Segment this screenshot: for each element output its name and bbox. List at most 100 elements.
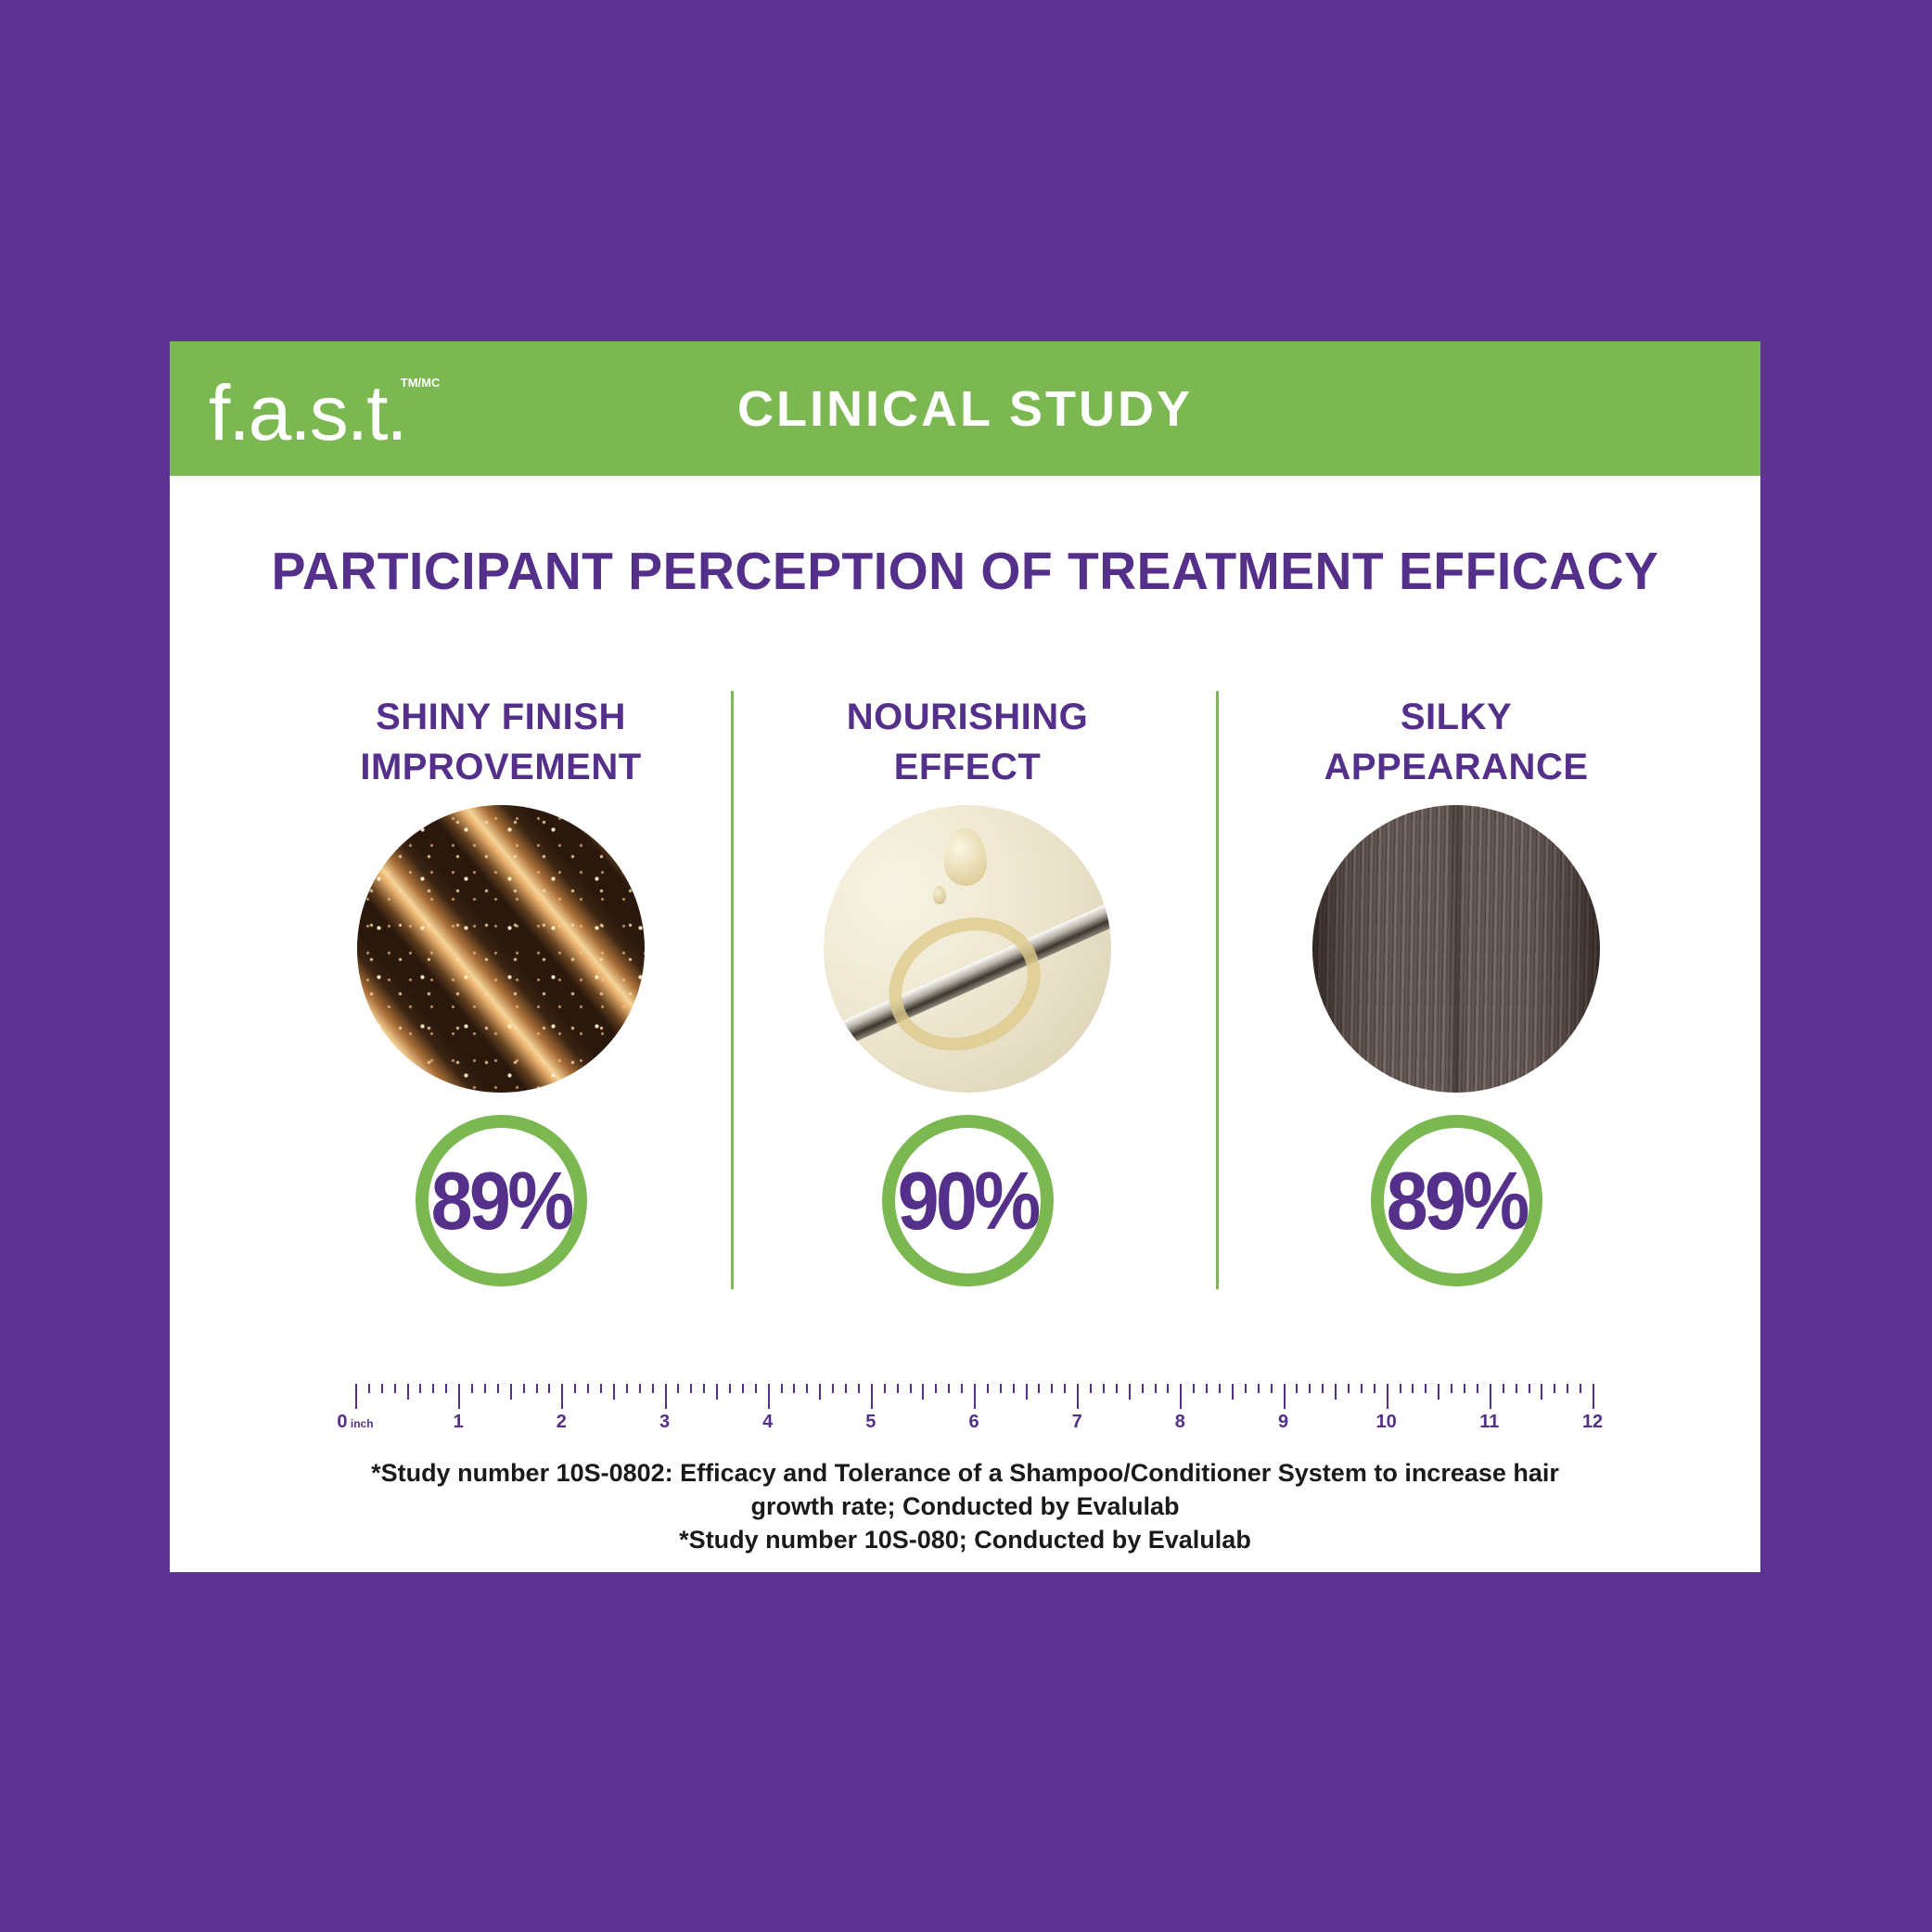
ruler-tick bbox=[1180, 1384, 1183, 1409]
ruler-tick bbox=[845, 1384, 848, 1393]
ruler-tick bbox=[587, 1384, 590, 1393]
ruler-label: 12 bbox=[1581, 1412, 1604, 1432]
footnote-study-1: *Study number 10S-0802: Efficacy and Tol… bbox=[371, 1459, 1559, 1520]
ruler-tick bbox=[380, 1384, 383, 1393]
ruler-label: 4 bbox=[762, 1412, 774, 1432]
ruler-tick bbox=[445, 1384, 448, 1393]
ruler-tick bbox=[1309, 1384, 1311, 1393]
stat-label-line2: APPEARANCE bbox=[1324, 747, 1589, 787]
ruler-tick bbox=[1283, 1384, 1286, 1409]
percent-badge: 89% bbox=[415, 1115, 587, 1286]
ruler-tick bbox=[548, 1384, 551, 1393]
ruler-ticks bbox=[355, 1384, 1594, 1410]
ruler-tick bbox=[935, 1384, 938, 1393]
ruler-tick bbox=[1219, 1384, 1222, 1393]
ruler-tick bbox=[509, 1384, 512, 1400]
ruler-tick bbox=[857, 1384, 860, 1393]
percent-badge: 90% bbox=[881, 1115, 1054, 1286]
ruler-tick bbox=[638, 1384, 641, 1393]
ruler-labels: 0 inch 1 2 3 4 5 6 7 8 9 10 11 12 bbox=[337, 1412, 1603, 1436]
ruler-label: 6 bbox=[968, 1412, 979, 1432]
column-divider-left bbox=[731, 691, 734, 1289]
ruler-tick bbox=[600, 1384, 603, 1393]
ruler-tick bbox=[819, 1384, 822, 1400]
ruler-tick bbox=[1489, 1384, 1491, 1409]
silky-hair-image bbox=[1312, 805, 1600, 1093]
ruler-tick bbox=[1244, 1384, 1247, 1393]
ruler-tick bbox=[793, 1384, 796, 1393]
ruler-tick bbox=[1270, 1384, 1273, 1393]
stat-label-line1: SHINY FINISH bbox=[376, 697, 626, 737]
ruler-tick bbox=[1386, 1384, 1388, 1409]
ruler-tick bbox=[471, 1384, 474, 1393]
ruler-tick bbox=[1399, 1384, 1401, 1393]
ruler-tick bbox=[1347, 1384, 1350, 1393]
ruler-tick bbox=[432, 1384, 435, 1393]
ruler-tick bbox=[1231, 1384, 1234, 1400]
ruler-tick bbox=[690, 1384, 693, 1393]
ruler-tick bbox=[367, 1384, 370, 1393]
ruler-tick bbox=[909, 1384, 912, 1393]
ruler-tick bbox=[1322, 1384, 1324, 1393]
ruler-tick bbox=[625, 1384, 628, 1393]
ruler-tick bbox=[1335, 1384, 1337, 1400]
percent-value: 90% bbox=[897, 1154, 1042, 1247]
ruler-tick bbox=[1554, 1384, 1556, 1393]
ruler-tick bbox=[1541, 1384, 1543, 1400]
ruler-tick bbox=[870, 1384, 873, 1409]
ruler-tick bbox=[1451, 1384, 1453, 1393]
clinical-study-card: f.a.s.t.TM/MC CLINICAL STUDY PARTICIPANT… bbox=[170, 341, 1760, 1572]
header-title: CLINICAL STUDY bbox=[736, 380, 1193, 437]
ruler-tick bbox=[883, 1384, 886, 1393]
stat-label-line1: NOURISHING bbox=[846, 697, 1089, 737]
ruler-tick bbox=[1257, 1384, 1260, 1393]
ruler-tick bbox=[651, 1384, 654, 1393]
ruler-label: 2 bbox=[556, 1412, 567, 1432]
ruler-label: 11 bbox=[1479, 1412, 1500, 1432]
stat-column-shiny-finish: SHINY FINISH IMPROVEMENT 89% bbox=[297, 692, 705, 1286]
percent-value: 89% bbox=[430, 1154, 575, 1247]
ruler-tick bbox=[664, 1384, 667, 1409]
ruler-tick bbox=[483, 1384, 486, 1393]
ruler-tick bbox=[1528, 1384, 1530, 1393]
ruler-tick bbox=[1593, 1384, 1594, 1409]
percent-value: 89% bbox=[1386, 1154, 1530, 1247]
ruler-tick bbox=[458, 1384, 461, 1409]
oil-drop-shape bbox=[944, 827, 988, 886]
ruler-tick bbox=[1515, 1384, 1517, 1393]
stat-label-line1: SILKY bbox=[1400, 697, 1513, 737]
page-title: PARTICIPANT PERCEPTION OF TREATMENT EFFI… bbox=[271, 542, 1659, 601]
ruler-label: 10 bbox=[1375, 1412, 1397, 1432]
ruler-label: 3 bbox=[659, 1412, 671, 1432]
ruler-label: 9 bbox=[1277, 1412, 1289, 1432]
ruler-tick bbox=[1567, 1384, 1569, 1393]
header-bar: f.a.s.t.TM/MC CLINICAL STUDY bbox=[170, 341, 1760, 476]
ruler-label: 0 inch bbox=[337, 1412, 374, 1432]
oil-drip-shape bbox=[932, 885, 946, 904]
ruler-tick bbox=[1064, 1384, 1067, 1393]
ruler-tick bbox=[986, 1384, 989, 1393]
ruler-tick bbox=[1360, 1384, 1363, 1393]
ruler-tick bbox=[1090, 1384, 1093, 1393]
ruler-tick bbox=[1476, 1384, 1478, 1393]
stat-column-nourishing: NOURISHING EFFECT 90% bbox=[763, 692, 1171, 1286]
ruler-tick bbox=[406, 1384, 409, 1400]
stat-column-silky: SILKY APPEARANCE 89% bbox=[1252, 692, 1660, 1286]
stat-label-line2: EFFECT bbox=[893, 747, 1042, 787]
fast-logo: f.a.s.t.TM/MC bbox=[209, 358, 445, 464]
ruler-tick bbox=[999, 1384, 1002, 1393]
ruler-tick bbox=[780, 1384, 783, 1393]
inch-ruler: 0 inch 1 2 3 4 5 6 7 8 9 10 11 12 bbox=[337, 1384, 1603, 1439]
ruler-tick bbox=[1115, 1384, 1118, 1393]
ruler-tick bbox=[741, 1384, 744, 1393]
ruler-tick bbox=[1012, 1384, 1015, 1393]
ruler-tick bbox=[1206, 1384, 1209, 1393]
ruler-tick bbox=[703, 1384, 706, 1393]
column-divider-right bbox=[1216, 691, 1219, 1289]
stat-label-line2: IMPROVEMENT bbox=[360, 747, 642, 787]
ruler-unit-label: inch bbox=[347, 1417, 374, 1430]
stat-label: SILKY APPEARANCE bbox=[1324, 692, 1588, 796]
ruler-tick bbox=[1038, 1384, 1041, 1393]
ruler-tick bbox=[1077, 1384, 1080, 1409]
